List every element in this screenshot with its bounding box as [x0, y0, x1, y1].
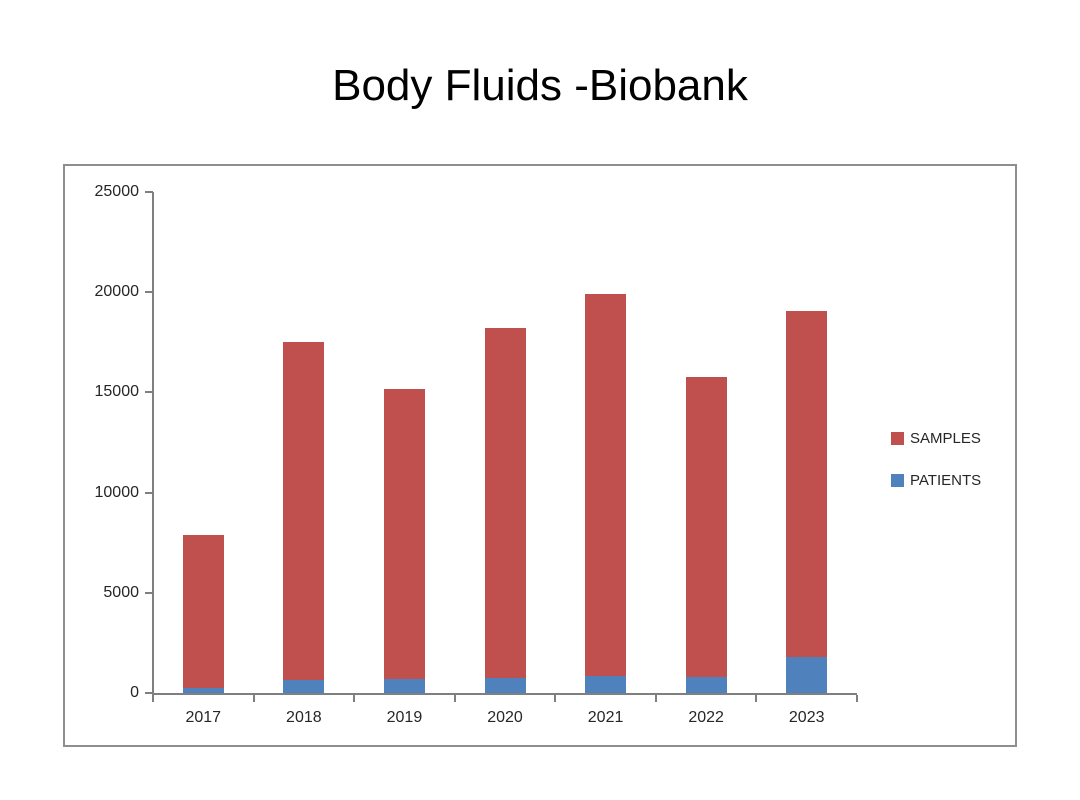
chart-frame: 0 5000 10000 15000 20000 25000 2017 2018 2019 20… [63, 164, 1017, 747]
x-tick-mark [856, 695, 858, 702]
x-tick-label: 2021 [587, 709, 624, 726]
bar-segment-samples-2022 [685, 377, 727, 677]
x-tick-mark [252, 695, 255, 702]
x-tick-mark [554, 695, 557, 702]
bar-segment-patients-2017 [182, 687, 224, 693]
y-tick-mark [145, 391, 153, 394]
y-tick-label: 20000 [94, 283, 140, 301]
x-tick-mark [152, 695, 154, 702]
bar-segment-samples-2021 [585, 294, 627, 676]
y-tick-label: 5000 [103, 583, 139, 601]
legend-item-patients: PATIENTS [891, 473, 981, 488]
x-tick-mark [453, 695, 456, 702]
x-tick-label: 2020 [487, 709, 523, 726]
y-tick-mark [145, 591, 153, 594]
y-axis-line [152, 192, 154, 695]
y-tick-mark [145, 491, 153, 494]
y-tick-label: 0 [130, 684, 139, 701]
bar-segment-samples-2018 [283, 342, 325, 680]
bar-segment-patients-2021 [585, 675, 627, 693]
x-tick-label: 2017 [185, 709, 222, 726]
legend: SAMPLES PATIENTS [891, 431, 981, 515]
x-tick-mark [654, 695, 657, 702]
samples-swatch-icon [891, 432, 904, 445]
y-tick-mark [145, 291, 153, 294]
bar-segment-patients-2020 [484, 677, 526, 693]
bar-segment-samples-2020 [484, 328, 526, 678]
bar-segment-samples-2019 [383, 389, 425, 679]
y-tick-mark [145, 692, 153, 694]
x-tick-label: 2022 [688, 709, 724, 726]
y-tick-label: 25000 [94, 183, 140, 200]
patients-swatch-icon [891, 474, 904, 487]
bar-segment-patients-2022 [685, 676, 727, 693]
x-tick-label: 2019 [386, 709, 423, 726]
legend-label-samples: SAMPLES [910, 430, 981, 447]
x-axis-line [152, 693, 857, 695]
x-tick-label: 2018 [286, 709, 322, 726]
y-tick-label: 10000 [94, 483, 140, 501]
bar-segment-patients-2023 [786, 656, 828, 693]
legend-item-samples: SAMPLES [891, 431, 981, 446]
x-tick-mark [353, 695, 356, 702]
chart-title: Body Fluids -Biobank [332, 61, 748, 110]
bar-segment-samples-2017 [182, 534, 224, 688]
x-tick-label: 2023 [788, 709, 825, 726]
y-tick-label: 15000 [94, 383, 140, 401]
bar-segment-patients-2018 [283, 679, 325, 693]
bar-segment-patients-2019 [383, 678, 425, 693]
y-tick-mark [145, 191, 153, 193]
legend-label-patients: PATIENTS [910, 472, 982, 489]
bar-segment-samples-2023 [786, 311, 828, 657]
x-tick-mark [755, 695, 758, 702]
